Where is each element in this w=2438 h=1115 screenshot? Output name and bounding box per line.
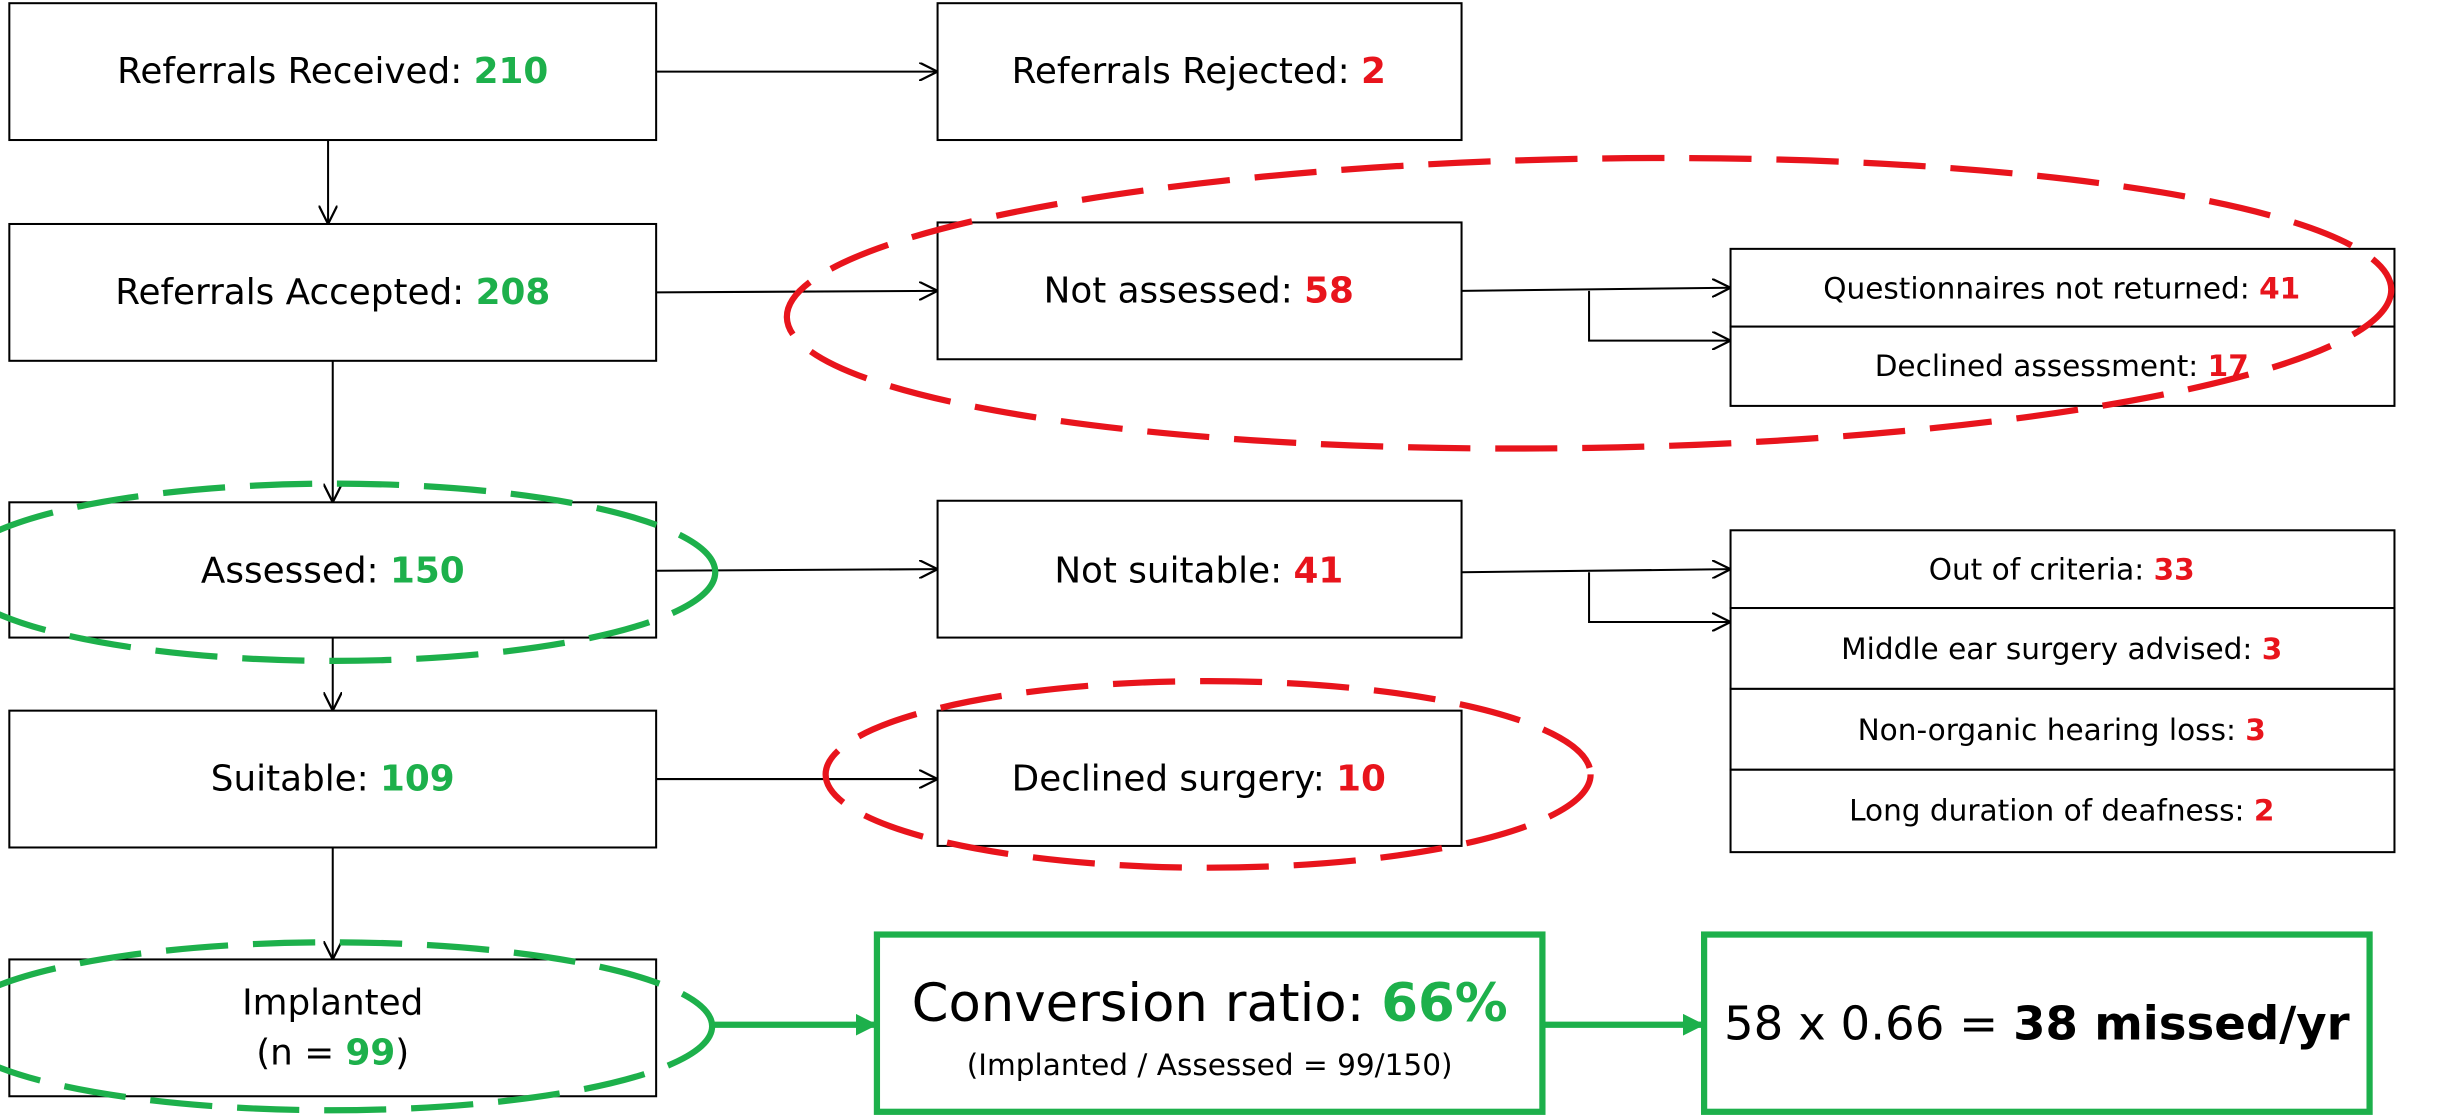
node-label: Out of criteria: 33: [1929, 552, 2195, 586]
node-label: Declined surgery: 10: [1012, 759, 1386, 800]
node-label: Referrals Rejected: 2: [1012, 51, 1386, 92]
connectors: [328, 72, 1730, 1036]
node-label: Referrals Received: 210: [117, 51, 548, 92]
node-label: Assessed: 150: [201, 550, 465, 591]
node-label: Suitable: 109: [211, 759, 455, 800]
conversion-label: Conversion ratio: 66%: [912, 973, 1508, 1034]
node-label: Not assessed: 58: [1044, 270, 1354, 311]
node-label: Implanted: [242, 983, 423, 1024]
node-label: Non-organic hearing loss: 3: [1858, 712, 2266, 746]
node-label: Not suitable: 41: [1054, 550, 1343, 591]
node-label: Long duration of deafness: 2: [1849, 793, 2274, 827]
node-label: Questionnaires not returned: 41: [1823, 271, 2300, 305]
labels: Referrals Received: 210 Referrals Reject…: [115, 51, 2349, 1082]
boxes: [8, 2, 2396, 1115]
node-label: (n = 99): [256, 1032, 409, 1073]
missed-label: 58 x 0.66 = 38 missed/yr: [1724, 996, 2350, 1050]
node-label: Referrals Accepted: 208: [115, 272, 550, 313]
conversion-note: (Implanted / Assessed = 99/150): [967, 1048, 1453, 1082]
node-label: Middle ear surgery advised: 3: [1841, 632, 2282, 666]
node-label: Declined assessment: 17: [1875, 349, 2249, 383]
